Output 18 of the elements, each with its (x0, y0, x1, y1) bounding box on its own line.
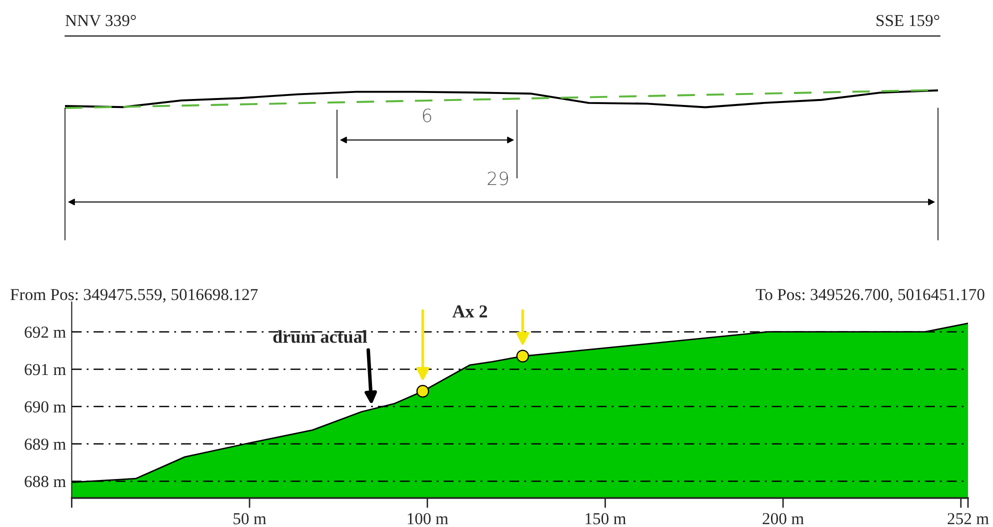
y-tick-label: 691 m (24, 364, 66, 376)
text: SSE 159° (876, 14, 940, 26)
x-tick-label: 200 m (762, 513, 804, 524)
x-tick-label: 150 m (586, 513, 626, 524)
annotation: To Pos: 349526.700, 5016451.170 (756, 288, 984, 303)
y-tick-label: 690 m (24, 401, 66, 412)
x-tick-label: 252 m (948, 513, 989, 524)
y-tick-label: 692 m (24, 326, 66, 338)
y-tick-label: 689 m (24, 438, 66, 450)
annotation: drum actual (273, 330, 368, 343)
text: NNV 339° (65, 14, 136, 26)
annotation: Ax 2 (452, 305, 488, 318)
y-tick-label: 688 m (24, 476, 66, 488)
text: 29 (488, 172, 508, 186)
x-tick-label: 100 m (408, 513, 448, 524)
annotation: From Pos: 349475.559, 5016698.127 (10, 288, 258, 303)
text: 6 (423, 108, 432, 122)
x-tick-label: 50 m (234, 513, 266, 524)
